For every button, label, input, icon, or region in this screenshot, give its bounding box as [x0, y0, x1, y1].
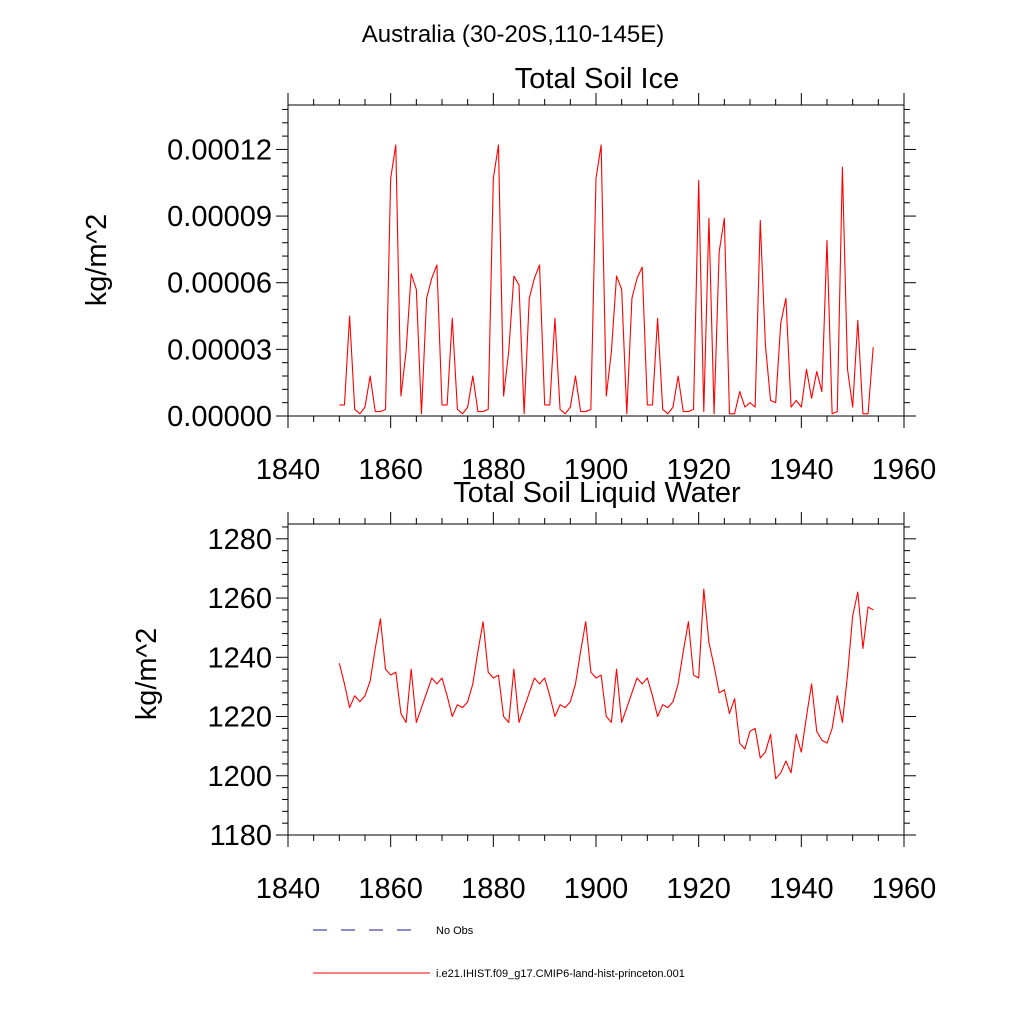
- panel-title: Total Soil Ice: [515, 63, 679, 95]
- y-tick-label: 0.00006: [167, 268, 272, 300]
- x-tick-label: 1860: [358, 454, 423, 486]
- axes-group: 1840 1860 1880 1900 1920 1940 1960 0.00000 0.000…: [167, 93, 936, 486]
- y-tick-label: 1200: [207, 761, 272, 793]
- y-axis-label: kg/m^2: [131, 628, 163, 721]
- series-group: [338, 588, 874, 780]
- y-tick-label: 1280: [207, 524, 272, 556]
- x-tick-label: 1960: [872, 873, 937, 905]
- y-tick-label: 0.00000: [167, 401, 272, 433]
- x-tick-label: 1840: [256, 873, 321, 905]
- x-tick-label: 1840: [256, 454, 321, 486]
- series-line: [339, 144, 874, 415]
- y-tick-label: 1220: [207, 702, 272, 734]
- x-tick-label: 1880: [461, 454, 526, 486]
- plot-frame: [287, 523, 905, 836]
- x-tick-label: 1920: [666, 873, 731, 905]
- legend: No Obs i.e21.IHIST.f09_g17.CMIP6-land-hi…: [313, 925, 685, 980]
- x-tick-label: 1900: [564, 454, 629, 486]
- panel-total-soil-liquid-water: Total Soil Liquid Water kg/m^2 1840 1860 1…: [131, 477, 936, 905]
- legend-label-model: i.e21.IHIST.f09_g17.CMIP6-land-hist-prin…: [436, 968, 685, 980]
- figure-title: Australia (30-20S,110-145E): [362, 21, 664, 48]
- panel-title: Total Soil Liquid Water: [453, 477, 741, 509]
- y-tick-label: 1260: [207, 583, 272, 615]
- x-tick-label: 1920: [666, 454, 731, 486]
- y-tick-label: 0.00012: [167, 134, 272, 166]
- series-line: [338, 588, 874, 780]
- y-tick-label: 1180: [210, 820, 272, 852]
- y-axis-label: kg/m^2: [81, 214, 113, 307]
- y-tick-label: 0.00009: [167, 201, 272, 233]
- legend-label-no-obs: No Obs: [436, 925, 474, 937]
- panel-total-soil-ice: Total Soil Ice kg/m^2 1840 1860 1880 1900 19…: [81, 63, 936, 486]
- axes-group: 1840 1860 1880 1900 1920 1940 1960 1180 1200 1220…: [207, 512, 936, 905]
- plot-frame: [287, 104, 905, 417]
- x-tick-label: 1940: [769, 873, 834, 905]
- x-tick-label: 1960: [872, 454, 937, 486]
- y-tick-label: 0.00003: [167, 334, 272, 366]
- x-tick-label: 1860: [358, 873, 423, 905]
- x-tick-label: 1940: [769, 454, 834, 486]
- x-tick-label: 1880: [461, 873, 526, 905]
- x-tick-label: 1900: [564, 873, 629, 905]
- series-group: [339, 144, 874, 415]
- y-tick-label: 1240: [207, 642, 272, 674]
